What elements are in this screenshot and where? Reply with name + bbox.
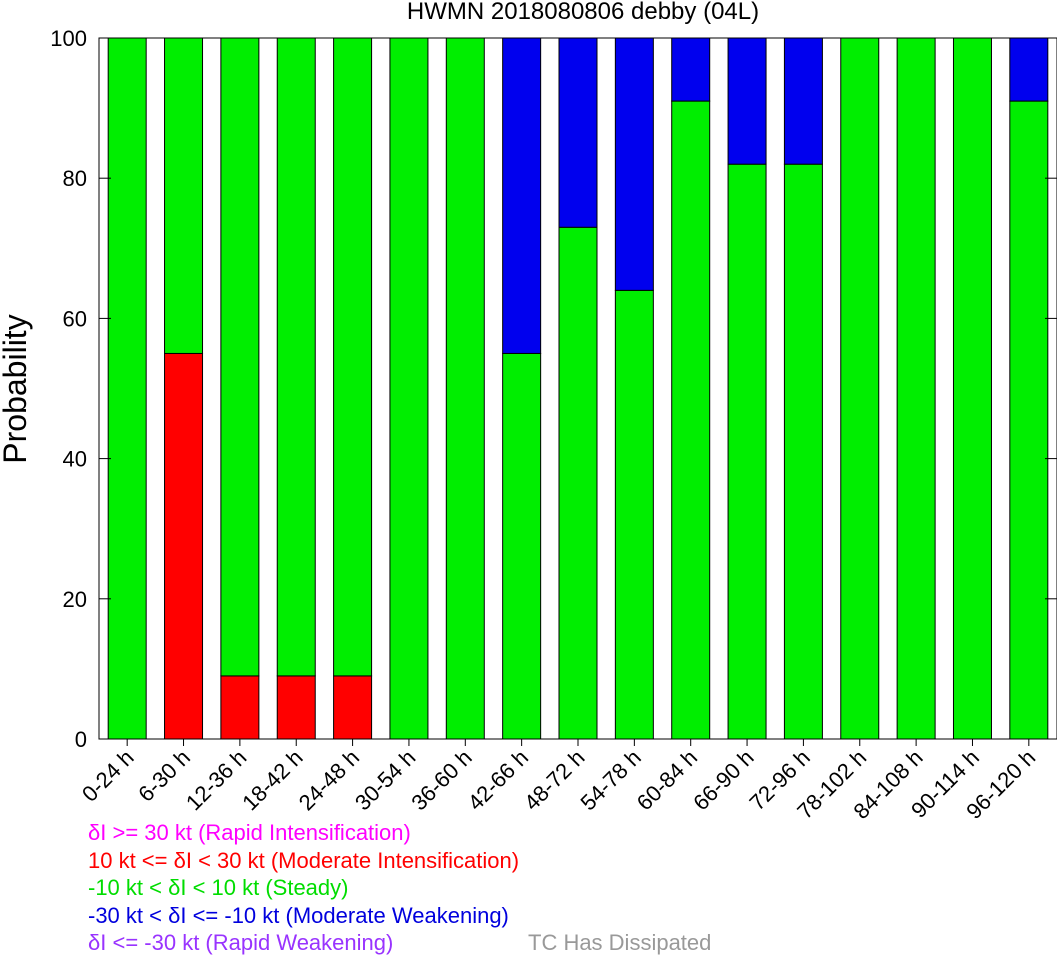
legend-entry-3: -30 kt < δI <= -10 kt (Moderate Weakenin… (88, 902, 509, 928)
bar-segment-steady-14 (896, 37, 936, 740)
bar-segment-moderate-weakening-9 (614, 37, 654, 291)
bar-segment-moderate-weakening-12 (783, 37, 823, 165)
legend-entry-2: -10 kt < δI < 10 kt (Steady) (88, 875, 349, 900)
bar-segment-steady-0 (107, 37, 147, 740)
chart-title: HWMN 2018080806 debby (04L) (407, 0, 759, 25)
bar-segment-steady-11 (727, 163, 767, 740)
y-axis-ticks: 0 20 40 60 80 100 (50, 26, 1057, 752)
bar-segment-steady-1 (164, 37, 204, 354)
x-tick-label-7: 42-66 h (463, 745, 533, 815)
bar-segment-steady-10 (671, 100, 711, 740)
bar-segment-moderate-weakening-10 (671, 37, 711, 102)
x-tick-label-0: 0-24 h (77, 745, 139, 807)
bar-segment-steady-15 (952, 37, 992, 740)
bar-segment-steady-13 (840, 37, 880, 740)
y-axis-label: Probability (0, 314, 33, 463)
bar-stacks (107, 37, 1049, 740)
x-tick-label-2: 12-36 h (181, 745, 251, 815)
bar-segment-moderate-weakening-11 (727, 37, 767, 165)
bar-segment-steady-16 (1009, 100, 1049, 740)
bar-segment-steady-6 (445, 37, 485, 740)
bar-segment-moderate-intensification-2 (220, 675, 260, 740)
bar-segment-steady-12 (783, 163, 823, 740)
legend-entry-4: δI <= -30 kt (Rapid Weakening) (88, 930, 394, 955)
bar-segment-steady-8 (558, 226, 598, 740)
x-tick-label-5: 30-54 h (350, 745, 420, 815)
x-tick-label-6: 36-60 h (406, 745, 476, 815)
x-tick-label-11: 66-90 h (688, 745, 758, 815)
y-tick-label-100: 100 (50, 26, 87, 51)
y-tick-label-0: 0 (75, 727, 87, 752)
legend-entry-0: δI >= 30 kt (Rapid Intensification) (88, 820, 411, 845)
bar-segment-steady-2 (220, 37, 260, 677)
bar-segment-steady-5 (389, 37, 429, 740)
y-tick-label-60: 60 (63, 306, 87, 331)
legend-entry-1: 10 kt <= δI < 30 kt (Moderate Intensific… (88, 847, 520, 873)
y-tick-label-20: 20 (63, 587, 87, 612)
bar-segment-steady-7 (502, 352, 542, 740)
bar-segment-steady-9 (614, 289, 654, 740)
bar-segment-moderate-intensification-1 (164, 352, 204, 740)
x-tick-label-9: 54-78 h (575, 745, 645, 815)
bar-segment-moderate-weakening-7 (502, 37, 542, 354)
bar-segment-moderate-weakening-8 (558, 37, 598, 228)
y-tick-label-40: 40 (63, 447, 87, 472)
bar-segment-steady-3 (276, 37, 316, 677)
bar-segment-moderate-weakening-16 (1009, 37, 1049, 102)
x-tick-label-4: 24-48 h (294, 745, 364, 815)
x-tick-label-10: 60-84 h (632, 745, 702, 815)
x-axis-ticks: 0-24 h6-30 h12-36 h18-42 h24-48 h30-54 h… (77, 739, 1040, 824)
x-tick-label-3: 18-42 h (237, 745, 307, 815)
y-tick-label-80: 80 (63, 166, 87, 191)
bar-segment-moderate-intensification-4 (333, 675, 373, 740)
x-tick-label-8: 48-72 h (519, 745, 589, 815)
bar-segment-moderate-intensification-3 (276, 675, 316, 740)
dissipated-note: TC Has Dissipated (528, 930, 712, 955)
bar-segment-steady-4 (333, 37, 373, 677)
